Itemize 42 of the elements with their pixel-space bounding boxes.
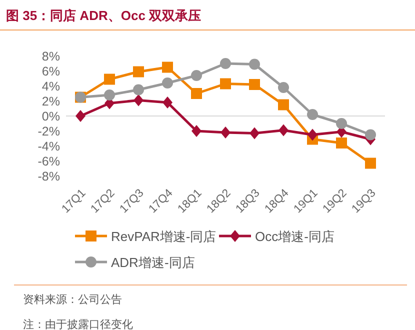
point bbox=[365, 129, 376, 140]
text: 资料来源：公司公告 bbox=[23, 293, 122, 306]
point bbox=[220, 58, 231, 69]
y-tick-label: -4% bbox=[38, 140, 60, 154]
point bbox=[191, 70, 202, 81]
point bbox=[336, 118, 347, 129]
point bbox=[336, 138, 347, 148]
y-tick-label: -8% bbox=[38, 170, 60, 184]
point bbox=[278, 124, 288, 136]
point bbox=[192, 125, 202, 137]
text: 注：由于披露口径变化 bbox=[23, 318, 133, 330]
y-tick-label: 4% bbox=[42, 80, 60, 94]
point bbox=[162, 96, 172, 108]
legend-label: RevPAR增速-同店 bbox=[111, 229, 216, 244]
y-tick-label: -2% bbox=[38, 124, 60, 138]
point bbox=[308, 128, 318, 141]
point bbox=[220, 126, 230, 138]
point bbox=[278, 99, 289, 110]
point bbox=[249, 79, 260, 90]
point bbox=[162, 78, 173, 88]
legend-label: Occ增速-同店 bbox=[255, 229, 334, 244]
point bbox=[162, 62, 173, 73]
point bbox=[250, 127, 260, 140]
chart-title: 图 35：同店 ADR、Occ 双双承压 bbox=[6, 8, 202, 23]
point bbox=[133, 84, 144, 96]
point bbox=[249, 58, 260, 70]
y-tick-label: 2% bbox=[42, 94, 60, 108]
point bbox=[134, 94, 144, 106]
point bbox=[365, 158, 376, 169]
point bbox=[133, 66, 144, 78]
y-tick-label: 6% bbox=[42, 64, 60, 78]
y-tick-label: 0% bbox=[42, 110, 60, 124]
point bbox=[104, 74, 115, 85]
point bbox=[191, 88, 202, 99]
point bbox=[220, 78, 231, 90]
legend-label: ADR增速-同店 bbox=[111, 255, 195, 270]
point bbox=[104, 90, 115, 100]
point bbox=[278, 82, 289, 93]
y-tick-label: -6% bbox=[38, 154, 60, 168]
point bbox=[307, 109, 318, 120]
y-tick-label: 8% bbox=[42, 50, 60, 64]
point bbox=[76, 110, 86, 122]
